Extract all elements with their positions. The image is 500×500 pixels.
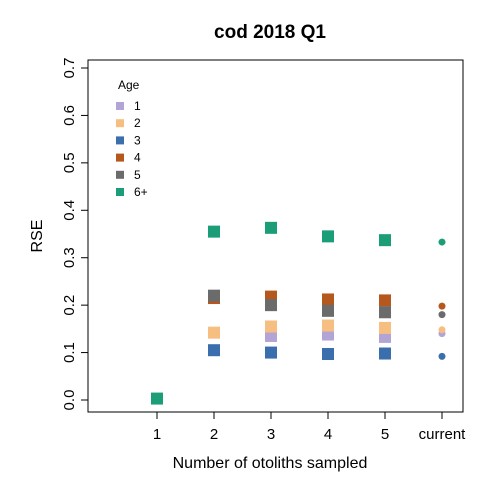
y-axis: 0.0 0.1 0.2 0.3 0.4 0.5 0.6 0.7 bbox=[61, 58, 88, 411]
data-point-age-6plus-5 bbox=[379, 234, 391, 247]
x-axis-label: Number of otoliths sampled bbox=[173, 455, 368, 472]
data-point-age-4-current bbox=[438, 302, 446, 310]
data-point-age-3-3 bbox=[265, 346, 277, 359]
chart-title: cod 2018 Q1 bbox=[214, 22, 326, 43]
data-points bbox=[151, 221, 446, 405]
data-point-age-6plus-current bbox=[438, 238, 446, 246]
y-tick-label: 0.6 bbox=[61, 105, 78, 126]
legend-swatch bbox=[116, 102, 124, 110]
data-point-age-5-3 bbox=[265, 299, 277, 312]
data-point-age-2-2 bbox=[208, 326, 220, 339]
data-point-age-6plus-3 bbox=[265, 221, 277, 234]
legend-label: 5 bbox=[134, 168, 141, 182]
legend-label: 1 bbox=[134, 99, 141, 113]
data-point-age-4-5 bbox=[379, 294, 391, 307]
data-point-age-1-4 bbox=[322, 328, 334, 341]
x-tick-label: current bbox=[419, 426, 467, 443]
data-point-age-6plus-2 bbox=[208, 225, 220, 238]
data-point-age-2-4 bbox=[322, 319, 334, 332]
data-point-age-2-3 bbox=[265, 320, 277, 333]
data-point-age-1-5 bbox=[379, 330, 391, 343]
legend-swatch bbox=[116, 136, 124, 145]
data-point-age-3-current bbox=[438, 352, 446, 360]
data-point-age-6plus-4 bbox=[322, 230, 334, 243]
x-tick-label: 5 bbox=[381, 426, 389, 443]
legend-swatch bbox=[116, 153, 124, 162]
data-point-age-5-4 bbox=[322, 304, 334, 317]
x-tick-label: 2 bbox=[210, 426, 218, 443]
data-point-age-5-5 bbox=[379, 306, 391, 319]
data-point-age-1-3 bbox=[265, 329, 277, 342]
data-point-age-2-current bbox=[438, 326, 446, 334]
x-axis: 1 2 3 4 5 current bbox=[153, 412, 466, 443]
y-tick-label: 0.7 bbox=[61, 58, 78, 79]
data-point-age-3-4 bbox=[322, 347, 334, 360]
legend-label: 4 bbox=[134, 151, 141, 165]
data-point-age-4-4 bbox=[322, 293, 334, 306]
x-tick-label: 4 bbox=[324, 426, 332, 443]
y-tick-label: 0.5 bbox=[61, 152, 78, 173]
legend-label: 3 bbox=[134, 133, 141, 147]
data-point-age-6plus-1 bbox=[151, 392, 163, 405]
x-tick-label: 1 bbox=[153, 426, 161, 443]
legend-swatch bbox=[116, 188, 124, 196]
y-tick-label: 0.1 bbox=[61, 342, 78, 363]
legend-swatch bbox=[116, 170, 124, 179]
data-point-age-3-2 bbox=[208, 344, 220, 357]
y-axis-label: RSE bbox=[29, 220, 46, 253]
y-tick-label: 0.0 bbox=[61, 390, 78, 411]
plot-frame bbox=[87, 59, 464, 413]
data-point-age-5-2 bbox=[208, 289, 220, 302]
y-tick-label: 0.3 bbox=[61, 247, 78, 268]
data-point-age-2-5 bbox=[379, 321, 391, 334]
y-tick-label: 0.4 bbox=[61, 200, 78, 221]
legend-swatch bbox=[116, 119, 124, 128]
legend-label: 2 bbox=[134, 116, 141, 130]
x-tick-label: 3 bbox=[267, 426, 275, 443]
legend: Age 1 2 3 4 5 6+ bbox=[116, 78, 148, 199]
data-point-age-3-5 bbox=[379, 347, 391, 360]
legend-title: Age bbox=[118, 78, 140, 92]
y-tick-label: 0.2 bbox=[61, 295, 78, 316]
data-point-age-5-current bbox=[438, 311, 446, 319]
legend-label: 6+ bbox=[134, 185, 148, 199]
